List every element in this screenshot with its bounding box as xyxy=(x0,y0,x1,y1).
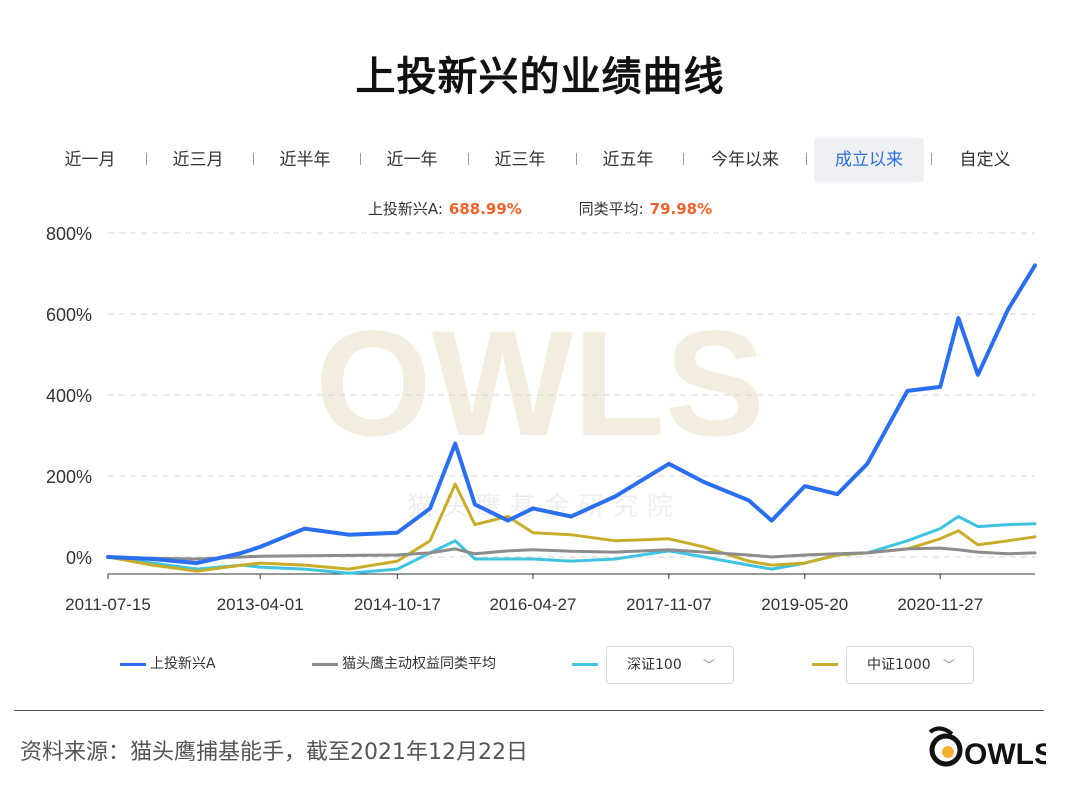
tab-separator xyxy=(806,153,807,165)
chevron-down-icon: ﹀ xyxy=(942,658,955,672)
legend-index1-swatch xyxy=(572,662,598,666)
logo-text: OWLS xyxy=(964,738,1046,771)
source-note: 资料来源：猫头鹰捕基能手，截至2021年12月22日 xyxy=(20,740,528,765)
page-title: 上投新兴的业绩曲线 xyxy=(355,54,725,100)
owls-logo: OWLS xyxy=(928,726,1046,771)
legend-peer-label: 猫头鹰主动权益同类平均 xyxy=(342,656,496,672)
y-tick-label: 800% xyxy=(46,224,92,244)
period-tabs: 近一月 近三月 近半年 近一年 近三年 近五年 今年以来 成立以来 自定义 xyxy=(40,138,1050,182)
x-tick-label: 2011-07-15 xyxy=(65,595,151,614)
x-tick-label: 2020-11-27 xyxy=(897,595,983,614)
chart-legend: 上投新兴A 猫头鹰主动权益同类平均 深证100 ﹀ 中证1000 ﹀ xyxy=(0,642,1080,686)
tab-3y[interactable]: 近三年 xyxy=(494,150,546,170)
fund-return-value: 688.99% xyxy=(448,200,522,218)
tab-separator xyxy=(146,153,147,165)
divider xyxy=(14,710,1044,711)
x-tick-label: 2017-11-07 xyxy=(626,595,712,614)
series-line-index1 xyxy=(106,515,1037,575)
legend-index2-swatch xyxy=(812,662,838,666)
performance-chart: OWLS 猫 头 鹰 基 金 研 究 院 800% 600% 400% 200% 0% 201… xyxy=(46,224,1037,614)
tab-separator xyxy=(683,153,684,165)
peer-return-label: 同类平均: xyxy=(578,200,644,218)
tab-3m[interactable]: 近三月 xyxy=(172,150,224,170)
series-line-peer xyxy=(106,546,1037,561)
tab-1y[interactable]: 近一年 xyxy=(386,150,438,170)
index1-select-label: 深证100 xyxy=(627,657,682,673)
watermark-caption: 猫 头 鹰 基 金 研 究 院 xyxy=(407,492,673,522)
chevron-down-icon: ﹀ xyxy=(702,658,715,672)
legend-fund[interactable]: 上投新兴A xyxy=(120,642,216,686)
x-tick-label: 2019-05-20 xyxy=(761,595,848,614)
tab-6m[interactable]: 近半年 xyxy=(279,150,331,170)
watermark-logo: OWLS xyxy=(315,299,765,467)
index2-select[interactable]: 中证1000 ﹀ xyxy=(846,646,974,684)
tab-separator xyxy=(253,153,254,165)
index2-select-label: 中证1000 xyxy=(867,657,931,673)
tab-separator xyxy=(468,153,469,165)
x-tick-label: 2013-04-01 xyxy=(217,595,304,614)
y-tick-label: 400% xyxy=(46,386,92,406)
y-tick-label: 200% xyxy=(46,467,92,487)
x-tick-label: 2016-04-27 xyxy=(489,595,576,614)
x-tick-label: 2014-10-17 xyxy=(354,595,441,614)
tab-since-inception[interactable]: 成立以来 xyxy=(814,138,924,182)
fund-return-label: 上投新兴A: xyxy=(367,200,443,218)
tab-5y[interactable]: 近五年 xyxy=(602,150,654,170)
tab-1m[interactable]: 近一月 xyxy=(64,150,116,170)
tab-separator xyxy=(931,153,932,165)
return-summary: 上投新兴A: 688.99% 同类平均: 79.98% xyxy=(0,198,1080,219)
y-tick-label: 600% xyxy=(46,305,92,325)
tab-separator xyxy=(360,153,361,165)
index1-select[interactable]: 深证100 ﹀ xyxy=(606,646,734,684)
tab-ytd[interactable]: 今年以来 xyxy=(711,150,779,170)
tab-custom[interactable]: 自定义 xyxy=(959,150,1011,170)
series-line-index2 xyxy=(106,482,1037,573)
y-tick-label: 0% xyxy=(66,548,92,568)
tab-separator xyxy=(576,153,577,165)
legend-peer-swatch xyxy=(312,662,338,666)
legend-index1 xyxy=(572,642,602,686)
legend-fund-swatch xyxy=(120,662,146,666)
legend-index2 xyxy=(812,642,842,686)
legend-fund-label: 上投新兴A xyxy=(150,656,216,672)
peer-return: 同类平均: 79.98% xyxy=(579,198,713,219)
series-line-fund xyxy=(106,263,1037,566)
legend-peer[interactable]: 猫头鹰主动权益同类平均 xyxy=(312,642,496,686)
peer-return-value: 79.98% xyxy=(649,200,713,218)
fund-return: 上投新兴A: 688.99% xyxy=(368,198,522,219)
